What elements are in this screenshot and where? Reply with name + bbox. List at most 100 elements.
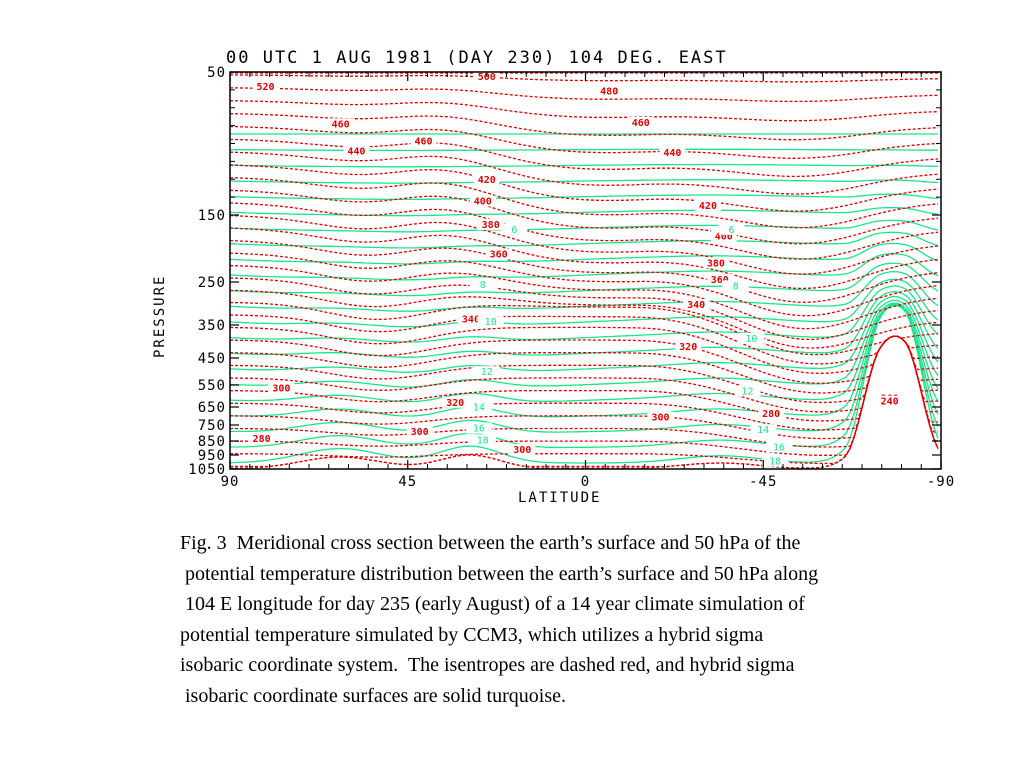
sigma-surface-line — [229, 253, 939, 281]
y-tick-label: 850 — [198, 434, 226, 450]
sigma-label: 12 — [741, 386, 753, 397]
isentrope-label-bg — [710, 230, 737, 242]
isentrope-label: 400 — [474, 197, 492, 208]
sigma-label: 6 — [729, 225, 735, 236]
sigma-label-bg — [722, 280, 749, 292]
caption-line: potential temperature distribution betwe… — [180, 562, 819, 585]
isentrope-line — [229, 326, 939, 374]
isentrope-line — [229, 189, 939, 245]
isentrope-label-bg — [758, 408, 785, 419]
chart-title: 00 UTC 1 AUG 1981 (DAY 230) 104 DEG. EAS… — [226, 48, 728, 68]
sigma-label-bg — [465, 422, 492, 434]
isentrope-line — [229, 177, 939, 229]
caption-line: 104 E longitude for day 235 (early Augus… — [180, 593, 805, 615]
isentrope-line — [229, 74, 938, 83]
sigma-surface-line — [229, 295, 939, 373]
sigma-label-bg — [718, 223, 745, 235]
isentrope-line — [230, 87, 939, 103]
caption-line: potential temperature simulated by CCM3,… — [180, 623, 764, 646]
sigma-label: 14 — [757, 425, 769, 436]
sigma-surface-line — [229, 163, 939, 168]
isentrope-label-bg — [596, 85, 623, 97]
sigma-label-bg — [762, 455, 789, 467]
isentrope-line — [229, 227, 939, 290]
sigma-surface-line — [229, 193, 939, 201]
isentrope-label: 400 — [715, 231, 733, 242]
isentrope-line — [230, 335, 939, 440]
isentrope-line — [229, 264, 939, 330]
sigma-label: 14 — [473, 403, 485, 414]
sigma-surface-line — [229, 278, 939, 328]
sigma-label: 6 — [511, 225, 517, 236]
isentrope-label: 480 — [600, 86, 618, 97]
isentrope-label: 360 — [711, 275, 729, 286]
y-tick-label: 450 — [198, 351, 226, 367]
sigma-label-bg — [766, 441, 793, 453]
isentrope-contours — [229, 72, 939, 469]
caption-line: isobaric coordinate surfaces are solid t… — [180, 684, 566, 707]
isentrope-label: 280 — [253, 434, 271, 445]
isentrope-label-bg — [457, 313, 484, 325]
sigma-label: 8 — [733, 281, 739, 292]
isentrope-line — [229, 214, 939, 275]
isentrope-label: 460 — [632, 118, 650, 129]
isentrope-label-bg — [627, 116, 654, 128]
isentrope-line — [229, 164, 939, 212]
isentrope-line — [230, 335, 939, 469]
isentrope-label-bg — [509, 443, 536, 455]
isentrope-label-bg — [410, 135, 437, 147]
figure-caption: Fig. 3 Meridional cross section between … — [180, 528, 1010, 711]
sigma-contours — [229, 133, 939, 464]
isentrope-label-bg — [702, 257, 729, 269]
isentrope-label: 240 — [881, 397, 899, 408]
y-tick-label: 250 — [198, 275, 226, 291]
isentrope-label-bg — [485, 248, 512, 260]
isentrope-label-bg — [469, 195, 496, 207]
sigma-label-bg — [473, 366, 500, 378]
isentrope-line — [230, 335, 939, 422]
isentrope-line — [229, 277, 939, 341]
isentrope-label-bg — [876, 395, 903, 407]
x-tick-label: -90 — [927, 474, 955, 490]
isentrope-line — [229, 301, 939, 356]
sigma-label: 10 — [485, 317, 497, 328]
y-tick-label: 950 — [198, 448, 226, 464]
sigma-label-bg — [469, 279, 496, 291]
isentrope-label: 380 — [707, 258, 725, 269]
sigma-surface-line — [229, 291, 939, 358]
isentrope-line — [229, 151, 939, 195]
isentrope-label: 280 — [762, 409, 780, 420]
isentrope-label-bg — [442, 396, 469, 408]
sigma-label: 18 — [477, 435, 489, 446]
isentrope-label: 340 — [687, 300, 705, 311]
isentrope-label: 300 — [513, 445, 531, 456]
isentrope-label: 340 — [462, 315, 480, 326]
isentrope-label-bg — [248, 433, 275, 444]
isentrope-line — [230, 100, 939, 122]
isentrope-line — [229, 314, 939, 365]
isentrope-label-bg — [683, 298, 710, 310]
y-tick-label: 350 — [198, 318, 226, 334]
isentrope-line — [230, 335, 939, 465]
sigma-label-bg — [469, 434, 496, 446]
sigma-label-bg — [734, 385, 761, 397]
isentrope-label-bg — [706, 274, 733, 285]
isentrope-line — [229, 335, 939, 413]
isentrope-line — [229, 125, 939, 159]
isentrope-label-bg — [327, 118, 354, 130]
x-axis-label: LATITUDE — [518, 490, 601, 506]
isentrope-line — [229, 252, 939, 317]
sigma-surface-line — [229, 302, 939, 403]
y-axis-label: PRESSURE — [152, 275, 168, 358]
sigma-surface-line — [229, 262, 939, 297]
isentrope-label-bg — [659, 146, 686, 158]
sigma-label-bg — [750, 424, 777, 436]
isentrope-label: 320 — [679, 342, 697, 353]
isentrope-label: 300 — [652, 413, 670, 424]
isentrope-label-bg — [406, 425, 433, 437]
isentrope-line — [229, 202, 939, 260]
isentrope-label-bg — [477, 219, 504, 231]
x-tick-label: 90 — [221, 474, 240, 490]
cross-section-chart: 00 UTC 1 AUG 1981 (DAY 230) 104 DEG. EAS… — [152, 48, 955, 506]
